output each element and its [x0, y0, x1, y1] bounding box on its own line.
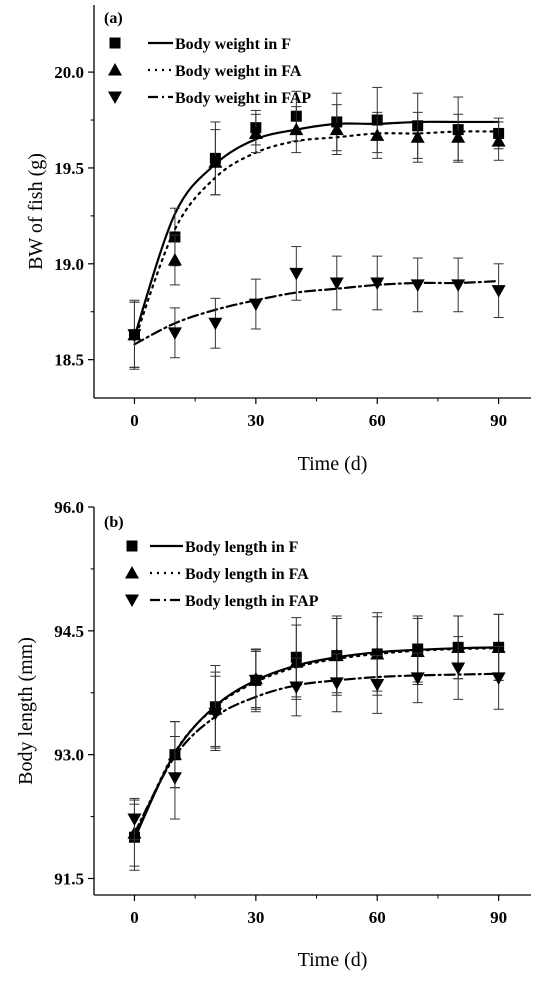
y-axis-label: BW of fish (g)	[25, 153, 47, 270]
y-tick-label: 94.5	[54, 622, 84, 641]
data-point	[329, 677, 344, 690]
data-point	[451, 279, 466, 292]
data-point	[248, 126, 263, 139]
x-tick-label: 0	[130, 411, 139, 430]
legend-marker	[126, 540, 138, 552]
y-axis-label: Body length (mm)	[15, 637, 37, 785]
x-tick-label: 30	[247, 411, 264, 430]
data-point	[410, 130, 425, 143]
y-tick-label: 18.5	[54, 351, 84, 370]
legend-entry: Body weight in F	[109, 36, 291, 53]
fit-curve	[133, 646, 500, 840]
legend-marker	[125, 566, 139, 579]
x-tick-label: 60	[369, 411, 386, 430]
fit-curve	[133, 647, 500, 839]
x-tick-label: 0	[130, 908, 139, 927]
data-point	[329, 277, 344, 290]
legend-marker	[109, 37, 121, 49]
legend-entry: Body weight in FAP	[108, 90, 311, 107]
data-point	[370, 128, 385, 141]
data-point	[410, 644, 425, 657]
y-tick-label: 20.0	[54, 63, 84, 82]
fit-curve	[133, 130, 500, 342]
data-point	[127, 813, 142, 827]
legend-marker	[125, 594, 139, 607]
legend-label: Body weight in FA	[175, 63, 302, 80]
legend-entry: Body length in FAP	[125, 593, 319, 610]
data-point	[167, 327, 182, 340]
x-tick-label: 90	[490, 908, 507, 927]
data-point	[491, 672, 506, 685]
y-tick-label: 96.0	[54, 498, 84, 517]
y-tick-label: 19.5	[54, 159, 84, 178]
data-point	[289, 122, 304, 136]
legend-label: Body length in F	[185, 539, 299, 556]
data-point	[370, 678, 385, 692]
legend-entry: Body length in FA	[125, 566, 309, 583]
series-triangle-down	[127, 246, 506, 370]
data-point	[491, 134, 506, 147]
y-tick-label: 91.5	[54, 869, 84, 888]
data-point	[410, 279, 425, 292]
legend-label: Body weight in F	[175, 36, 291, 53]
legend-entry: Body weight in FA	[108, 63, 302, 80]
data-point	[410, 672, 425, 685]
series-square	[128, 86, 505, 368]
x-axis-label: Time (d)	[298, 453, 368, 475]
data-point	[289, 267, 304, 281]
data-point	[167, 772, 182, 785]
x-tick-label: 30	[247, 908, 264, 927]
data-point	[329, 122, 344, 136]
y-tick-label: 19.0	[54, 255, 84, 274]
data-point	[208, 707, 223, 721]
legend-entry: Body length in F	[126, 539, 299, 556]
fit-curve	[133, 279, 500, 346]
x-tick-label: 90	[490, 411, 507, 430]
data-point	[167, 252, 182, 266]
data-point	[208, 317, 223, 331]
legend-label: Body weight in FAP	[175, 90, 311, 107]
data-point	[127, 329, 142, 342]
data-point	[370, 646, 385, 660]
data-point	[248, 674, 263, 688]
panel-label: (a)	[104, 10, 123, 27]
x-axis-label: Time (d)	[298, 949, 368, 971]
fit-curve	[133, 120, 500, 338]
panel-label: (b)	[104, 514, 124, 531]
data-point	[289, 681, 304, 694]
panel-a-chart: 0 30 60 90 18.5 19.0 19.5 20.0 Time (d) BW of fis…	[25, 5, 531, 475]
data-point	[451, 130, 466, 143]
legend-marker	[108, 91, 122, 104]
series-triangle-up	[127, 104, 506, 368]
data-point	[248, 298, 263, 312]
data-point	[451, 662, 466, 675]
panel-b-chart: 0 30 60 90 91.5 93.0 94.5 96.0 Time (d) Body leng…	[15, 498, 531, 971]
x-tick-label: 60	[369, 908, 386, 927]
fit-curve	[133, 672, 500, 835]
legend-label: Body length in FAP	[185, 593, 319, 610]
series-triangle-up	[127, 613, 506, 867]
data-point	[370, 277, 385, 290]
y-tick-label: 93.0	[54, 746, 84, 765]
series-triangle-down	[127, 636, 506, 841]
data-point	[491, 285, 506, 298]
data-point	[208, 155, 223, 168]
legend-label: Body length in FA	[185, 566, 309, 583]
legend-marker	[108, 63, 122, 76]
